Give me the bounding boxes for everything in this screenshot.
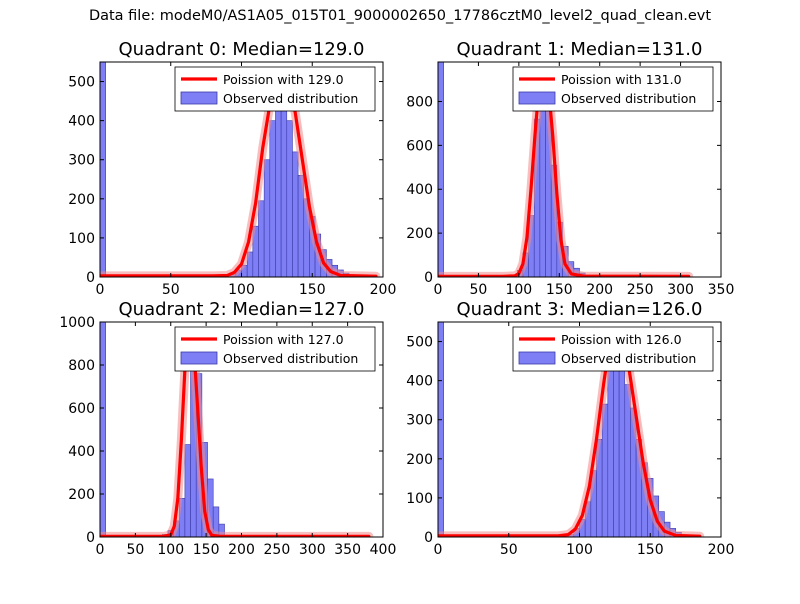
quadrant-2-xtick-label: 400 bbox=[370, 542, 397, 558]
quadrant-2-ytick-label: 0 bbox=[86, 530, 95, 546]
quadrant-0-xtick-label: 150 bbox=[299, 282, 326, 298]
quadrant-1-xtick-label: 250 bbox=[627, 282, 654, 298]
quadrant-3-chart: 0 50 100 150 200 0 100 200 300 400 500 Quadrant 3: … bbox=[406, 299, 734, 558]
quadrant-1-legend-bar-swatch bbox=[519, 92, 555, 104]
quadrant-0-bar bbox=[287, 121, 293, 277]
quadrant-2-ytick-label: 800 bbox=[68, 358, 95, 374]
quadrant-0-xtick-label: 50 bbox=[162, 282, 180, 298]
quadrant-0-bar bbox=[100, 62, 106, 277]
quadrant-3-legend-bar-swatch bbox=[519, 352, 555, 364]
quadrant-3-legend-label-observed: Observed distribution bbox=[561, 351, 696, 366]
quadrant-2-legend-label-observed: Observed distribution bbox=[223, 351, 358, 366]
quadrant-2-legend: Poission with 127.0 Observed distribution bbox=[175, 327, 375, 371]
quadrant-1-title: Quadrant 1: Median=131.0 bbox=[457, 39, 703, 60]
quadrant-0-xtick-label: 100 bbox=[228, 282, 255, 298]
quadrant-1-chart: 0 50 100 150 200 250 300 350 0 200 400 600 800 Quadra… bbox=[406, 39, 734, 298]
quadrant-0-bar bbox=[264, 160, 270, 277]
quadrant-2-ytick-label: 400 bbox=[68, 444, 95, 460]
quadrant-2-xtick-label: 350 bbox=[334, 542, 361, 558]
quadrant-1-ytick-label: 800 bbox=[406, 94, 433, 110]
quadrant-3-bar bbox=[608, 353, 614, 537]
quadrant-3-legend: Poission with 126.0 Observed distribution bbox=[513, 327, 713, 371]
quadrant-3-bar bbox=[438, 322, 444, 537]
quadrant-0-ytick-label: 0 bbox=[86, 270, 95, 286]
quadrant-3-xtick-label: 0 bbox=[434, 542, 443, 558]
quadrant-1-xtick-label: 350 bbox=[708, 282, 735, 298]
quadrant-2-chart: 0 50 100 150 200 250 300 350 400 0 200 400 600 800 100… bbox=[59, 299, 396, 558]
quadrant-0-legend: Poission with 129.0 Observed distribution bbox=[175, 67, 375, 111]
quadrant-0-ytick-label: 100 bbox=[68, 231, 95, 247]
quadrant-0-title: Quadrant 0: Median=129.0 bbox=[119, 39, 365, 60]
quadrant-0-chart: 0 50 100 150 200 0 100 200 300 400 500 Quadrant 0: … bbox=[68, 39, 396, 298]
quadrant-1-xtick-label: 0 bbox=[434, 282, 443, 298]
quadrant-3-xtick-label: 200 bbox=[708, 542, 735, 558]
quadrant-2-xtick-label: 100 bbox=[157, 542, 184, 558]
quadrant-3-bar bbox=[619, 357, 625, 537]
quadrant-0-bar bbox=[270, 121, 276, 277]
quadrant-3-ytick-label: 200 bbox=[406, 452, 433, 468]
quadrant-0-ytick-label: 300 bbox=[68, 153, 95, 169]
quadrant-3-bar bbox=[625, 385, 631, 537]
figure-suptitle: Data file: modeM0/AS1A05_015T01_90000026… bbox=[0, 8, 800, 24]
quadrant-3-ytick-label: 100 bbox=[406, 491, 433, 507]
quadrant-1-ytick-label: 600 bbox=[406, 138, 433, 154]
quadrant-0-ytick-label: 200 bbox=[68, 192, 95, 208]
quadrant-2-legend-bar-swatch bbox=[181, 352, 217, 364]
quadrant-1-ytick-label: 0 bbox=[424, 270, 433, 286]
quadrant-3-ytick-label: 0 bbox=[424, 530, 433, 546]
quadrant-3-xtick-label: 150 bbox=[637, 542, 664, 558]
quadrant-2-legend-label-poisson: Poission with 127.0 bbox=[223, 332, 344, 347]
quadrant-0-ytick-label: 500 bbox=[68, 75, 95, 91]
quadrant-1-legend: Poission with 131.0 Observed distribution bbox=[513, 67, 713, 111]
quadrant-0-legend-bar-swatch bbox=[181, 92, 217, 104]
quadrant-0-bar bbox=[275, 95, 281, 277]
quadrant-1-ytick-label: 400 bbox=[406, 182, 433, 198]
quadrant-3-legend-label-poisson: Poission with 126.0 bbox=[561, 332, 682, 347]
quadrant-2-xtick-label: 200 bbox=[228, 542, 255, 558]
quadrant-1-xtick-label: 100 bbox=[505, 282, 532, 298]
quadrant-1-bar bbox=[438, 62, 444, 277]
quadrant-3-ytick-label: 400 bbox=[406, 374, 433, 390]
quadrant-2-xtick-label: 150 bbox=[193, 542, 220, 558]
quadrant-0-ytick-label: 400 bbox=[68, 114, 95, 130]
quadrant-2-ytick-label: 200 bbox=[68, 487, 95, 503]
quadrant-2-xtick-label: 0 bbox=[96, 542, 105, 558]
quadrant-0-bar bbox=[292, 152, 298, 277]
quadrant-2-xtick-label: 250 bbox=[264, 542, 291, 558]
quadrant-3-xtick-label: 50 bbox=[500, 542, 518, 558]
quadrant-0-bar bbox=[258, 201, 264, 277]
quadrant-2-bar bbox=[100, 322, 106, 537]
quadrant-1-ytick-label: 200 bbox=[406, 226, 433, 242]
quadrant-3-xtick-label: 100 bbox=[566, 542, 593, 558]
quadrant-0-xtick-label: 0 bbox=[96, 282, 105, 298]
quadrant-0-legend-label-observed: Observed distribution bbox=[223, 91, 358, 106]
quadrant-1-legend-label-poisson: Poission with 131.0 bbox=[561, 72, 682, 87]
quadrant-3-title: Quadrant 3: Median=126.0 bbox=[457, 299, 703, 320]
quadrant-2-xtick-label: 50 bbox=[126, 542, 144, 558]
quadrant-0-legend-label-poisson: Poission with 129.0 bbox=[223, 72, 344, 87]
quadrant-1-legend-label-observed: Observed distribution bbox=[561, 91, 696, 106]
quadrant-3-ytick-label: 500 bbox=[406, 335, 433, 351]
quadrant-2-ytick-label: 600 bbox=[68, 401, 95, 417]
quadrant-2-xtick-label: 300 bbox=[299, 542, 326, 558]
quadrant-3-ytick-label: 300 bbox=[406, 413, 433, 429]
quadrant-2-title: Quadrant 2: Median=127.0 bbox=[119, 299, 365, 320]
quadrant-2-bar bbox=[185, 445, 191, 537]
quadrant-2-ytick-label: 1000 bbox=[59, 315, 95, 331]
quadrant-1-xtick-label: 50 bbox=[470, 282, 488, 298]
quadrant-1-xtick-label: 300 bbox=[667, 282, 694, 298]
quadrant-1-xtick-label: 150 bbox=[546, 282, 573, 298]
quadrant-0-xtick-label: 200 bbox=[370, 282, 397, 298]
quadrant-3-bar bbox=[602, 404, 608, 537]
quadrant-1-xtick-label: 200 bbox=[586, 282, 613, 298]
